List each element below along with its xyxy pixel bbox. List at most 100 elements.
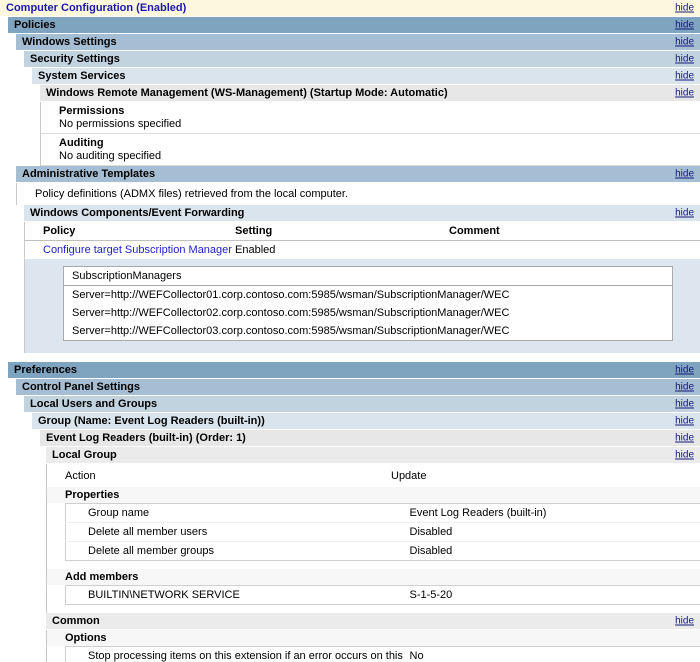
- hide-link-administrative-templates[interactable]: hide: [675, 168, 694, 180]
- section-administrative-templates[interactable]: Administrative Templates hide: [16, 166, 700, 183]
- hide-link-security-settings[interactable]: hide: [675, 53, 694, 65]
- list-item: Server=http://WEFCollector02.corp.contos…: [72, 307, 510, 319]
- property-value: Disabled: [409, 522, 700, 542]
- admx-note: Policy definitions (ADMX files) retrieve…: [35, 188, 349, 200]
- option-value: No: [409, 650, 424, 662]
- hide-link-policies[interactable]: hide: [675, 19, 694, 31]
- group-title: Group (Name: Event Log Readers (built-in…: [38, 415, 265, 427]
- options-heading: Options: [47, 630, 700, 646]
- property-key: Delete all member groups: [65, 541, 410, 561]
- hide-link-group-item[interactable]: hide: [675, 432, 694, 444]
- policy-comment-value: [449, 241, 700, 260]
- section-security-settings[interactable]: Security Settings hide: [24, 51, 700, 68]
- windows-settings-title: Windows Settings: [22, 36, 117, 48]
- property-key: Group name: [88, 507, 150, 519]
- member-sid: S-1-5-20: [409, 589, 453, 601]
- section-system-services[interactable]: System Services hide: [32, 68, 700, 85]
- hide-link-local-users-and-groups[interactable]: hide: [675, 398, 694, 410]
- list-item: Server=http://WEFCollector03.corp.contos…: [72, 325, 510, 337]
- hide-link-common[interactable]: hide: [675, 615, 694, 627]
- policy-column-header: Policy: [25, 222, 235, 241]
- section-event-forwarding[interactable]: Windows Components/Event Forwarding hide: [24, 205, 700, 222]
- subscription-managers-header: SubscriptionManagers: [64, 267, 672, 286]
- preferences-title: Preferences: [14, 364, 77, 376]
- administrative-templates-title: Administrative Templates: [22, 168, 156, 180]
- event-forwarding-title: Windows Components/Event Forwarding: [30, 207, 245, 219]
- local-group-title: Local Group: [52, 449, 117, 461]
- list-item: Server=http://WEFCollector01.corp.contos…: [72, 289, 510, 301]
- action-row: Action Update: [47, 464, 700, 487]
- common-title: Common: [52, 615, 100, 627]
- add-members-heading: Add members: [47, 569, 700, 585]
- security-settings-title: Security Settings: [30, 53, 120, 65]
- permissions-label: Permissions: [59, 105, 125, 117]
- section-preferences[interactable]: Preferences hide: [8, 362, 700, 379]
- hide-link-event-forwarding[interactable]: hide: [675, 207, 694, 219]
- hide-link-computer-configuration[interactable]: hide: [675, 2, 694, 14]
- section-local-group[interactable]: Local Group hide: [46, 447, 700, 464]
- system-services-title: System Services: [38, 70, 126, 82]
- section-windows-settings[interactable]: Windows Settings hide: [16, 34, 700, 51]
- setting-group-permissions: Permissions No permissions specified: [41, 102, 700, 134]
- computer-configuration-title: Computer Configuration (Enabled): [6, 2, 187, 14]
- winrm-service-body: Permissions No permissions specified Aud…: [40, 102, 700, 166]
- policy-table-header-row: Policy Setting Comment: [25, 222, 700, 241]
- hide-link-group[interactable]: hide: [675, 415, 694, 427]
- table-row: Delete all member users Disabled: [65, 522, 700, 542]
- setting-column-header: Setting: [235, 222, 449, 241]
- hide-link-system-services[interactable]: hide: [675, 70, 694, 82]
- property-value: Event Log Readers (built-in): [409, 507, 547, 519]
- section-group[interactable]: Group (Name: Event Log Readers (built-in…: [32, 413, 700, 430]
- local-group-body: Action Update Properties Group name Even…: [46, 464, 700, 613]
- comment-column-header: Comment: [449, 222, 700, 241]
- member-name: BUILTIN\NETWORK SERVICE: [88, 589, 240, 601]
- section-group-item[interactable]: Event Log Readers (built-in) (Order: 1) …: [40, 430, 700, 447]
- table-row: Action Update: [47, 467, 700, 485]
- auditing-label: Auditing: [59, 137, 104, 149]
- spacer: [47, 561, 700, 569]
- setting-group-auditing: Auditing No auditing specified: [41, 134, 700, 166]
- section-control-panel-settings[interactable]: Control Panel Settings hide: [16, 379, 700, 396]
- permissions-value: No permissions specified: [59, 118, 182, 130]
- spacer: [47, 605, 700, 613]
- policy-name-link[interactable]: Configure target Subscription Manager: [43, 244, 232, 256]
- policy-setting-value: Enabled: [235, 244, 276, 256]
- auditing-value: No auditing specified: [59, 150, 162, 162]
- hide-link-windows-settings[interactable]: hide: [675, 36, 694, 48]
- options-table: Stop processing items on this extension …: [65, 646, 700, 662]
- policies-title: Policies: [14, 19, 56, 31]
- table-row: Group name Event Log Readers (built-in): [66, 504, 700, 523]
- section-local-users-and-groups[interactable]: Local Users and Groups hide: [24, 396, 700, 413]
- control-panel-settings-title: Control Panel Settings: [22, 381, 140, 393]
- group-item-title: Event Log Readers (built-in) (Order: 1): [46, 432, 246, 444]
- properties-heading: Properties: [47, 487, 700, 503]
- property-key: Delete all member users: [65, 522, 410, 542]
- table-row: BUILTIN\NETWORK SERVICE S-1-5-20: [66, 586, 700, 605]
- section-winrm-service[interactable]: Windows Remote Management (WS-Management…: [40, 85, 700, 102]
- section-common[interactable]: Common hide: [46, 613, 700, 630]
- table-row: Delete all member groups Disabled: [65, 541, 700, 561]
- property-value: Disabled: [409, 541, 700, 561]
- table-row: Stop processing items on this extension …: [66, 647, 700, 662]
- winrm-service-title: Windows Remote Management (WS-Management…: [46, 87, 448, 99]
- hide-link-winrm-service[interactable]: hide: [675, 87, 694, 99]
- hide-link-control-panel-settings[interactable]: hide: [675, 381, 694, 393]
- action-value: Update: [391, 470, 427, 482]
- action-table: Action Update: [47, 467, 700, 485]
- event-forwarding-body: Policy Setting Comment Configure target …: [24, 222, 700, 353]
- action-label: Action: [65, 470, 96, 482]
- hide-link-local-group[interactable]: hide: [675, 449, 694, 461]
- properties-table: Group name Event Log Readers (built-in) …: [65, 503, 700, 561]
- table-row: Configure target Subscription Manager En…: [25, 241, 700, 260]
- section-policies[interactable]: Policies hide: [8, 17, 700, 34]
- subscription-managers-box: SubscriptionManagers Server=http://WEFCo…: [63, 266, 673, 341]
- section-gap: [0, 353, 700, 362]
- section-computer-configuration[interactable]: Computer Configuration (Enabled) hide: [0, 0, 700, 17]
- option-key: Stop processing items on this extension …: [88, 650, 403, 662]
- policy-table: Policy Setting Comment Configure target …: [25, 222, 700, 259]
- hide-link-preferences[interactable]: hide: [675, 364, 694, 376]
- subscription-managers-wrap: SubscriptionManagers Server=http://WEFCo…: [25, 259, 700, 353]
- local-users-and-groups-title: Local Users and Groups: [30, 398, 158, 410]
- add-members-table: BUILTIN\NETWORK SERVICE S-1-5-20: [65, 585, 700, 605]
